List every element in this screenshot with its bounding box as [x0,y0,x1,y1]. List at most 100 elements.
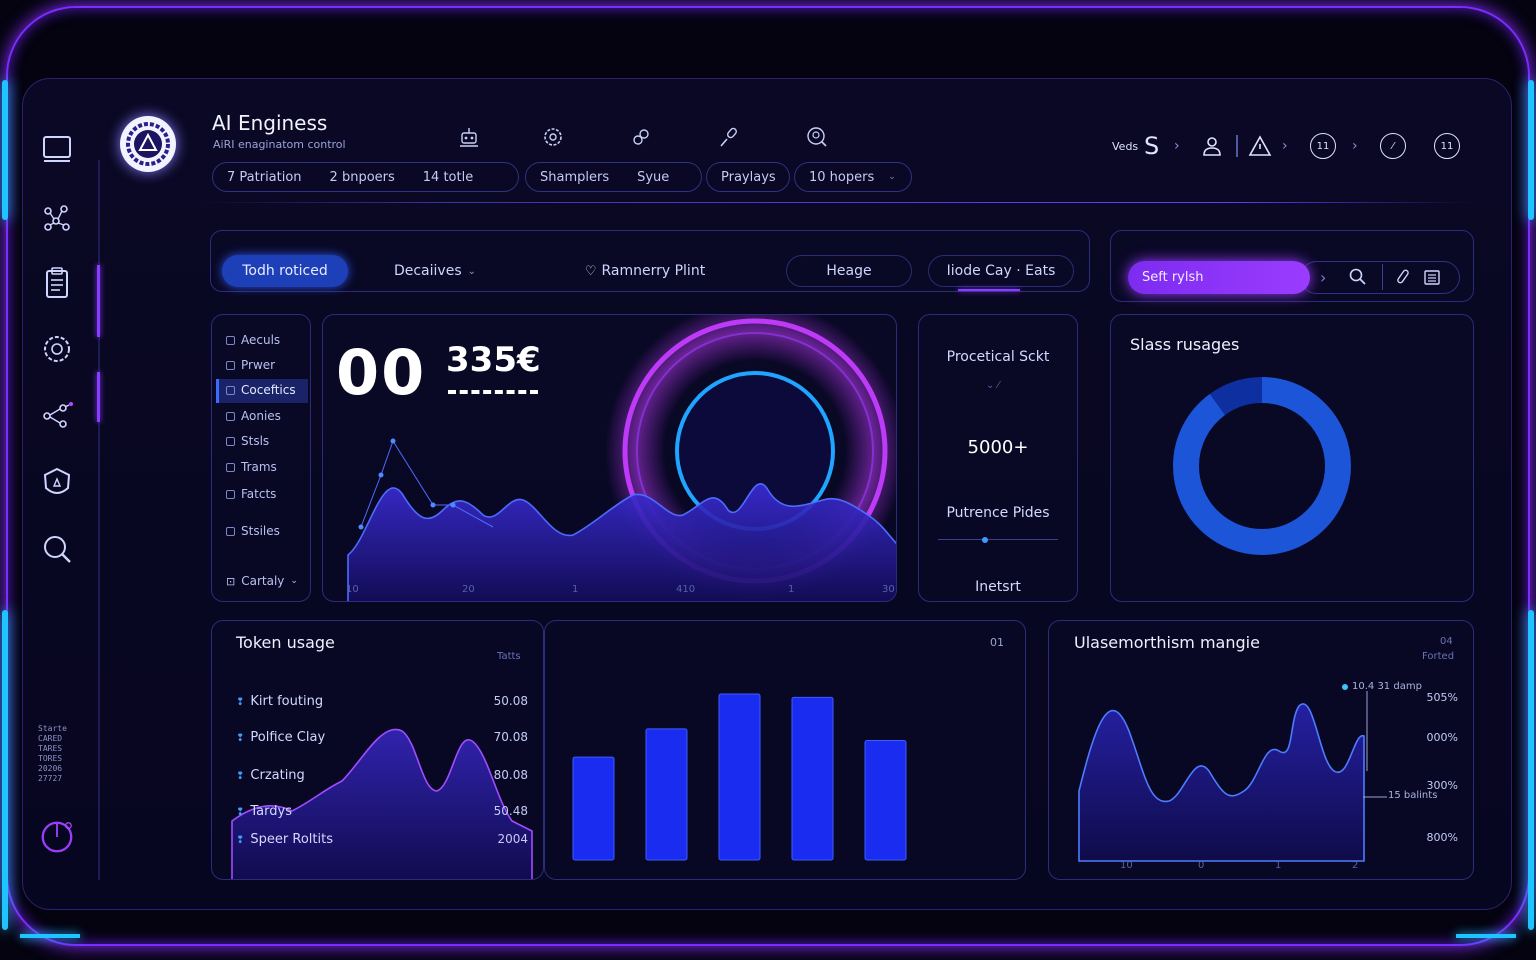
primary-filter-button[interactable]: Todh roticed [222,255,348,287]
line-chart-svg [1078,691,1387,862]
app-logo[interactable] [120,116,176,172]
line-corner-sub: Forted [1422,651,1455,662]
token-usage-title: Token usage [236,633,335,652]
pill-item[interactable]: 7 Patriation [227,169,302,185]
list-item[interactable]: Aonies [226,409,281,423]
line-area-series [1078,703,1365,862]
chevron-down-icon: ⌄ [888,172,896,182]
list-item[interactable]: Coceftics [226,383,296,397]
table-row[interactable]: Polfice Clay 70.08 [236,730,528,745]
main-trend-line [360,439,494,528]
list-footer-dropdown[interactable]: ⊡ Cartaly ⌄ [226,574,298,588]
list-item[interactable]: Trams [226,460,277,474]
pill-item[interactable]: 10 hopers [809,169,875,185]
line-chart-panel [1048,620,1474,880]
notification-button[interactable]: 11 [1310,130,1336,162]
clock-icon: ⁄ [1380,133,1406,159]
gear-icon[interactable] [38,330,76,368]
sidebar [30,120,86,880]
main-area-series [347,483,896,601]
table-row[interactable]: Speer Roltits 2004 [236,832,528,847]
stats-slider-track[interactable] [938,539,1058,540]
token-row-name: Tardys [236,804,292,819]
shield-icon[interactable] [38,464,76,502]
bar[interactable] [572,756,615,861]
table-row[interactable]: Crzating 80.08 [236,768,528,783]
donut-segment[interactable] [1173,377,1351,555]
trend-point [390,438,396,444]
bar[interactable] [864,739,907,861]
legend-label: 10.4 31 damp [1352,681,1422,692]
stats-title: Procetical Sckt [946,349,1050,365]
token-row-name: Speer Roltits [236,832,333,847]
dropdown-button[interactable]: Decaiives ⌄ [370,255,500,287]
bar[interactable] [718,693,761,861]
mode-underline [958,289,1020,291]
search-icon[interactable] [38,530,76,568]
robot-icon[interactable] [456,124,482,150]
chevron-right-icon: › [1174,138,1180,154]
stats-slider-thumb[interactable] [982,537,988,543]
list-item[interactable]: Fatcts [226,487,276,501]
microphone-icon[interactable] [716,124,742,150]
user-icon[interactable] [1200,130,1224,162]
line-chart-title: Ulasemorthism mangie [1074,633,1260,652]
pill-item[interactable]: 2 bnpoers [329,169,395,185]
pill-item[interactable]: Shamplers [540,169,610,185]
chevron-down-icon: ⌄ [290,576,298,586]
user-initial[interactable]: S [1144,132,1160,160]
x-tick-label: 20 [462,584,475,595]
sidebar-rail [98,160,100,880]
app-title: AI Enginess [212,111,328,135]
search-icon[interactable] [1348,267,1368,291]
chevron-right-icon[interactable]: › [1320,268,1327,287]
donut-title: Slass rusages [1130,335,1240,354]
marker-label: 15 balints [1388,790,1438,801]
table-row[interactable]: Tardys 50.48 [236,804,528,819]
bar-corner-label: 01 [990,636,1004,649]
alert-icon[interactable] [1248,130,1272,162]
pill-item[interactable]: 14 totle [422,169,474,185]
cog-icon[interactable] [540,124,566,150]
list-item[interactable]: Stsls [226,434,269,448]
clipboard-icon[interactable] [38,264,76,302]
x-tick-label: 10 [1120,860,1133,871]
bar[interactable] [645,728,688,861]
x-tick-label: 1 [1275,860,1282,871]
divider [1236,135,1238,157]
attach-icon[interactable] [1392,267,1412,291]
list-item[interactable]: Aeculs [226,333,280,347]
mode-button[interactable]: Iiode Cay · Eats [928,255,1074,287]
monitor-icon[interactable] [38,130,76,168]
power-icon[interactable] [38,818,76,856]
sidebar-footer-line: 27727 [38,774,63,783]
settings-button[interactable]: 11 [1434,130,1460,162]
donut-segment[interactable] [1173,377,1351,555]
header-pill-group-2: Shamplers Syue [525,162,702,192]
token-row-name: Kirt fouting [236,694,323,709]
user-search-icon[interactable] [804,124,830,150]
link-icon[interactable] [628,124,654,150]
heage-button[interactable]: Heage [786,255,912,287]
location-filter-button[interactable]: ♡ Ramnerry Plint [570,255,720,287]
token-row-value: 80.08 [493,768,528,782]
bar[interactable] [791,696,834,861]
pill-item[interactable]: Praylays [721,169,776,185]
clock-button[interactable]: ⁄ [1380,130,1406,162]
stats-panel [918,314,1078,602]
pill-item[interactable]: Syue [637,169,670,185]
share-nodes-icon[interactable] [38,396,76,434]
sidebar-footer-line: 20206 [38,764,63,773]
list-icon[interactable] [1422,267,1442,291]
list-active-highlight [216,379,308,403]
network-icon[interactable] [38,198,76,236]
search-input[interactable]: Seft rylsh [1128,261,1310,294]
settings-count: 11 [1434,133,1460,159]
list-item-label: Prwer [241,358,276,372]
list-item[interactable]: Stsiles [226,524,280,538]
x-tick-label: 30 [882,584,895,595]
token-row-name: Crzating [236,768,304,783]
list-item[interactable]: Prwer [226,358,275,372]
header-pill-group-4[interactable]: 10 hopers ⌄ [794,162,912,192]
table-row[interactable]: Kirt fouting 50.08 [236,694,528,709]
